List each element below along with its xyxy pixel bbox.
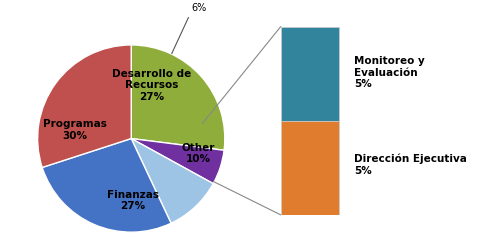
Bar: [281, 121, 339, 215]
Wedge shape: [42, 139, 171, 232]
Bar: [281, 28, 339, 121]
Text: Programas
30%: Programas 30%: [43, 119, 107, 141]
Text: Comunicaciones/Vo
luntariado
6%: Comunicaciones/Vo luntariado 6%: [151, 0, 246, 54]
Wedge shape: [131, 139, 224, 184]
Text: Desarrollo de
Recursos
27%: Desarrollo de Recursos 27%: [112, 68, 191, 102]
Wedge shape: [37, 46, 131, 168]
Text: Dirección Ejecutiva
5%: Dirección Ejecutiva 5%: [354, 153, 468, 176]
Wedge shape: [131, 139, 213, 223]
Text: Monitoreo y
Evaluación
5%: Monitoreo y Evaluación 5%: [354, 56, 425, 89]
Text: Other
10%: Other 10%: [182, 142, 215, 164]
Text: Finanzas
27%: Finanzas 27%: [107, 189, 159, 210]
Wedge shape: [131, 46, 225, 151]
